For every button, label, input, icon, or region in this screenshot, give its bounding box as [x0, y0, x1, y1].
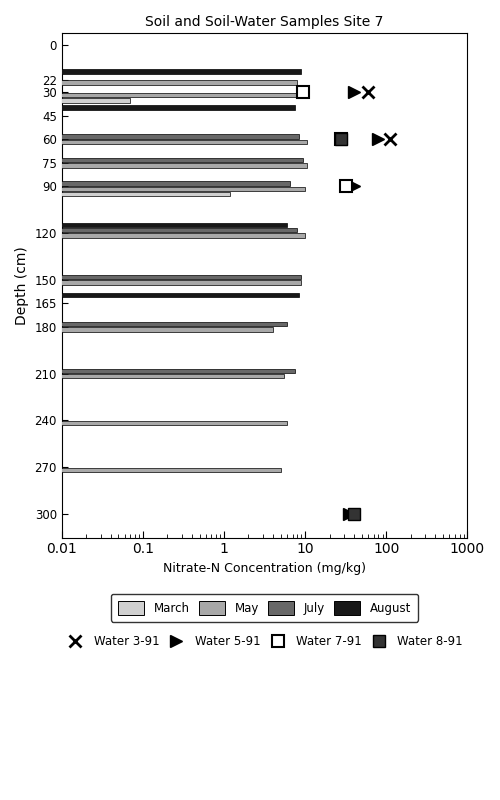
Bar — [0, 374, 284, 378]
Bar — [0, 421, 287, 426]
Bar — [0, 186, 305, 191]
Title: Soil and Soil-Water Samples Site 7: Soil and Soil-Water Samples Site 7 — [146, 15, 384, 29]
Bar — [0, 234, 305, 238]
Bar — [0, 181, 290, 186]
Bar — [0, 222, 287, 227]
Bar — [0, 98, 130, 102]
Bar — [0, 293, 300, 298]
Bar — [0, 228, 298, 232]
Bar — [0, 468, 281, 472]
Y-axis label: Depth (cm): Depth (cm) — [15, 246, 29, 325]
Bar — [0, 192, 230, 197]
Bar — [0, 163, 307, 167]
Bar — [0, 275, 302, 279]
Bar — [0, 140, 307, 144]
Bar — [0, 327, 273, 331]
Bar — [0, 280, 302, 285]
Bar — [0, 106, 295, 110]
Bar — [0, 134, 300, 138]
Bar — [0, 322, 287, 326]
Bar — [0, 369, 295, 373]
Bar — [0, 158, 304, 162]
Bar — [0, 70, 302, 74]
X-axis label: Nitrate-N Concentration (mg/kg): Nitrate-N Concentration (mg/kg) — [163, 562, 366, 575]
Legend: Water 3-91, Water 5-91, Water 7-91, Water 8-91: Water 3-91, Water 5-91, Water 7-91, Wate… — [60, 630, 469, 654]
Bar — [0, 93, 302, 98]
Bar — [0, 80, 298, 85]
